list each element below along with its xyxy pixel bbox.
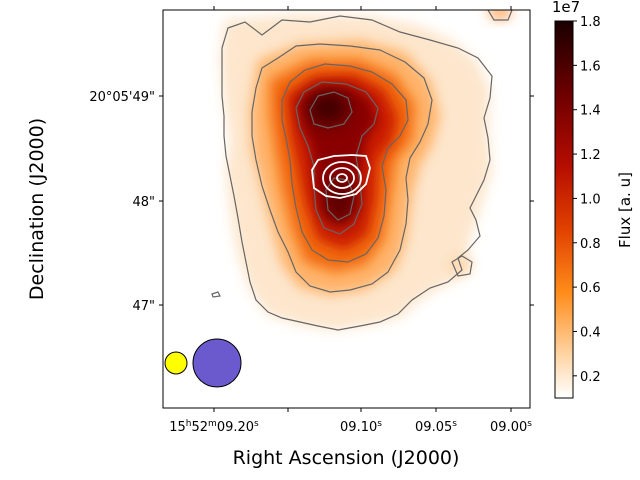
- gray-contour-blob-right: [451, 255, 473, 277]
- colorbar-tick-label-4: 0.8: [580, 237, 601, 252]
- colorbar-tick-label-8: 1.6: [580, 59, 601, 74]
- colorbar-tick-label-3: 0.6: [580, 281, 601, 296]
- north-peak-core: [308, 92, 348, 124]
- colorbar-tick-label-5: 1.0: [580, 192, 601, 207]
- south-peak-core: [326, 178, 354, 222]
- plot-area: 15h52m09.20s 09.10s 09.05s 09.00s 20°05'…: [26, 6, 534, 469]
- x-tick-label-1: 15h52m09.20s: [169, 419, 259, 435]
- colorbar-tick-label-1: 0.2: [580, 370, 601, 385]
- colorbar: 0.2 0.4 0.6 0.8 1.0 1.2 1.4 1.6 1.8 1e7 Flux [a.…: [552, 0, 634, 399]
- y-tick-label-3: 47": [132, 299, 155, 314]
- white-contour-1: [311, 154, 371, 199]
- y-tick-label-2: 48": [132, 195, 155, 210]
- x-tick-label-3: 09.05s: [415, 419, 457, 435]
- gray-contour-4: [295, 81, 379, 235]
- white-contours: [311, 154, 371, 199]
- x-tick-label-2: 09.10s: [340, 419, 382, 435]
- gray-contour-2: [251, 43, 433, 293]
- white-contour-3: [329, 167, 355, 189]
- small-beam-circle: [164, 351, 188, 375]
- colorbar-offset-text: 1e7: [552, 0, 580, 16]
- white-contour-2: [322, 161, 362, 195]
- emission-blob-top-right: [488, 10, 512, 20]
- large-beam-circle: [192, 338, 242, 388]
- gray-contour-1: [221, 15, 493, 331]
- colorbar-tick-label-7: 1.4: [580, 104, 601, 119]
- x-tick-label-4: 09.00s: [490, 419, 532, 435]
- y-axis-label: Declination (J2000): [26, 118, 48, 300]
- colorbar-tick-label-6: 1.2: [580, 148, 601, 163]
- colorbar-tick-label-2: 0.4: [580, 325, 601, 340]
- colorbar-bar: [554, 20, 574, 399]
- x-tick-marks: [213, 6, 512, 412]
- colorbar-label: Flux [a. u]: [616, 172, 634, 248]
- x-axis-label: Right Ascension (J2000): [233, 447, 460, 469]
- flux-map: [164, 10, 513, 388]
- colorbar-ticks: 0.2 0.4 0.6 0.8 1.0 1.2 1.4 1.6 1.8: [573, 15, 601, 385]
- gray-contour-5: [309, 91, 353, 129]
- plot-frame: [162, 9, 531, 409]
- y-tick-label-1: 20°05'49": [89, 90, 155, 105]
- colorbar-tick-label-9: 1.8: [580, 15, 601, 30]
- gray-contour-blob-left: [211, 291, 221, 298]
- gray-contour-3: [281, 63, 409, 263]
- y-tick-marks: [159, 95, 534, 306]
- white-contour-4: [336, 173, 348, 183]
- gray-contour-blob-top: [487, 10, 513, 21]
- gray-contours: [211, 10, 513, 331]
